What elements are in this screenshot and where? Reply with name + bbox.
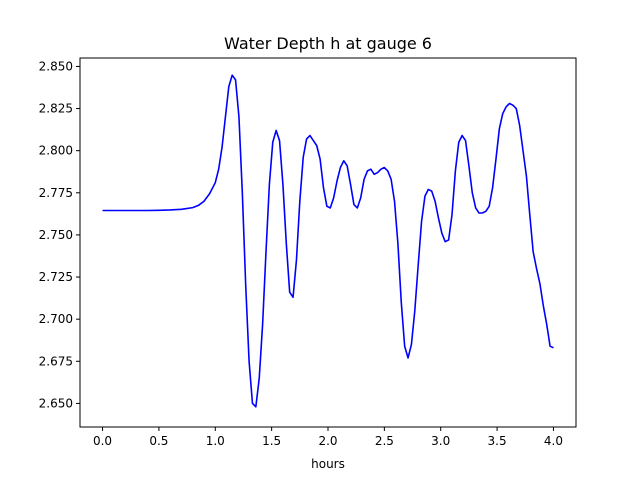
x-tick-label: 3.5 — [488, 434, 507, 448]
x-tick-label: 1.0 — [206, 434, 225, 448]
y-tick-label: 2.775 — [39, 186, 73, 200]
x-tick-label: 4.0 — [544, 434, 563, 448]
y-axis: 2.650 2.675 2.700 2.725 2.750 2.775 2.800 2.825… — [39, 59, 80, 410]
x-tick-label: 2.5 — [375, 434, 394, 448]
x-tick-label: 1.5 — [262, 434, 281, 448]
y-tick-label: 2.650 — [39, 396, 73, 410]
y-tick-label: 2.750 — [39, 228, 73, 242]
axes-frame — [79, 57, 577, 428]
y-tick-label: 2.825 — [39, 102, 73, 116]
series-line-0 — [102, 74, 554, 408]
x-tick-label: 0.0 — [93, 434, 112, 448]
y-tick-label: 2.850 — [39, 59, 73, 73]
chart-title: Water Depth h at gauge 6 — [224, 34, 432, 53]
y-tick-label: 2.725 — [39, 270, 73, 284]
y-tick-label: 2.700 — [39, 312, 73, 326]
y-tick-label: 2.675 — [39, 354, 73, 368]
x-axis: 0.0 0.5 1.0 1.5 2.0 2.5 3.0 3.5 4.0 — [93, 427, 563, 448]
x-tick-label: 2.0 — [318, 434, 337, 448]
plot-area — [79, 57, 577, 428]
x-tick-label: 0.5 — [149, 434, 168, 448]
y-tick-label: 2.800 — [39, 144, 73, 158]
x-tick-label: 3.0 — [431, 434, 450, 448]
x-axis-label: hours — [311, 457, 345, 471]
